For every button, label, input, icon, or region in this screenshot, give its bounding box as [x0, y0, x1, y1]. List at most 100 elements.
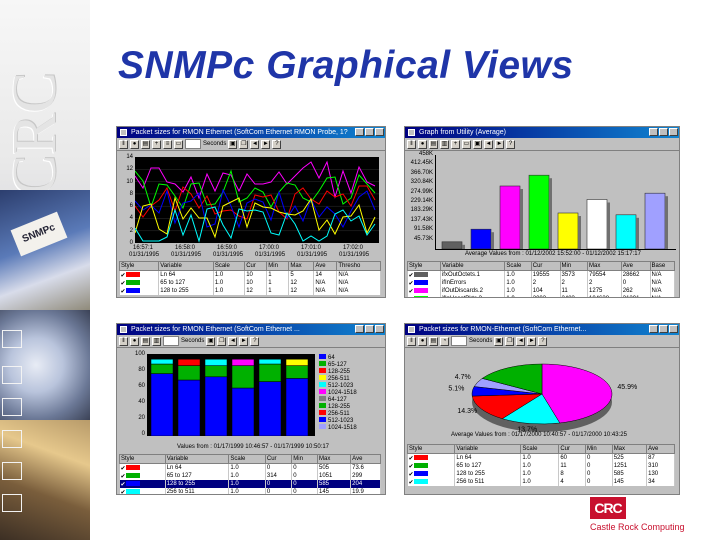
column-header[interactable]: Style [406, 444, 456, 454]
column-header[interactable]: Max [587, 261, 622, 271]
style-cell[interactable]: ✔ [119, 287, 160, 295]
column-header[interactable]: Min [585, 444, 613, 454]
checkmark-icon[interactable]: ✔ [408, 280, 414, 287]
record-icon[interactable]: ● [130, 336, 139, 346]
table-row[interactable]: ✔ 128 to 255 1.0 12 1 12 N/A N/A [119, 287, 381, 295]
style-cell[interactable]: ✔ [119, 472, 166, 480]
print-icon[interactable]: ▭ [462, 139, 471, 149]
column-header[interactable]: Variable [158, 261, 214, 271]
window-title-bar[interactable]: Packet sizes for RMON Ethernet (SoftCom … [117, 127, 385, 138]
style-cell[interactable]: ✔ [407, 462, 456, 470]
table-row[interactable]: ✔ 65 to 127 1.0 10 1 12 N/A N/A [119, 279, 381, 287]
forward-arrow-icon[interactable]: ► [527, 336, 537, 346]
table-row[interactable]: ✔ 128 to 255 1.0 0 0 585 204 [119, 480, 381, 488]
column-header[interactable]: Min [559, 261, 589, 271]
column-header[interactable]: Cur [558, 444, 587, 454]
checkmark-icon[interactable]: ✔ [120, 280, 126, 287]
copy-icon[interactable]: ❐ [217, 336, 227, 346]
checkmark-icon[interactable]: ✔ [120, 489, 126, 495]
checkmark-icon[interactable]: ✔ [408, 272, 414, 279]
column-header[interactable]: Scale [228, 454, 266, 464]
checkmark-icon[interactable]: ✔ [120, 473, 126, 480]
column-header[interactable]: Style [407, 261, 441, 271]
table-row[interactable]: ✔ ifInErrors 1.0 2 2 2 0 N/A [407, 279, 676, 287]
checkmark-icon[interactable]: ✔ [120, 272, 126, 279]
checkmark-icon[interactable]: ✔ [408, 463, 414, 470]
table-row[interactable]: ✔ 256 to 511 1.0 0 0 145 19.9 [119, 488, 381, 495]
column-header[interactable]: Ave [313, 261, 338, 271]
forward-arrow-icon[interactable]: ► [495, 139, 504, 149]
bar-graph-window[interactable]: Graph from Utility (Average) ‖ ● ▤ ▥ + ▭… [404, 126, 680, 298]
column-header[interactable]: Variable [164, 454, 230, 464]
pause-icon[interactable]: ‖ [119, 139, 128, 149]
maximize-button[interactable] [659, 325, 668, 333]
minimize-button[interactable] [355, 325, 364, 333]
column-header[interactable]: Scale [504, 261, 532, 271]
window-title-bar[interactable]: Graph from Utility (Average) [405, 127, 679, 138]
close-button[interactable] [375, 325, 384, 333]
style-cell[interactable]: ✔ [119, 279, 160, 287]
style-cell[interactable]: ✔ [119, 480, 166, 488]
poll-interval-field[interactable] [163, 336, 179, 346]
maximize-button[interactable] [659, 128, 668, 136]
checkmark-icon[interactable]: ✔ [120, 481, 126, 488]
save-icon[interactable]: ▣ [206, 336, 216, 346]
checkmark-icon[interactable]: ✔ [409, 297, 414, 298]
minimize-button[interactable] [649, 128, 658, 136]
table-row[interactable]: ✔ Ln 64 1.0 10 1 5 14 N/A [119, 270, 381, 279]
column-header[interactable]: Scale [212, 261, 246, 271]
pause-icon[interactable]: ‖ [119, 336, 128, 346]
table-row[interactable]: ✔ 65 to 127 1.0 11 0 1251 310 [407, 462, 675, 470]
checkmark-icon[interactable]: ✔ [408, 455, 414, 462]
table-row[interactable]: ✔ Ln 64 1.0 0 0 505 73.6 [119, 463, 381, 472]
bar-graph-icon[interactable]: ▥ [440, 139, 449, 149]
window-title-bar[interactable]: Packet sizes for RMON-Ethernet (SoftCom … [405, 324, 679, 335]
help-icon[interactable]: ? [506, 139, 515, 149]
checkmark-icon[interactable]: ✔ [120, 465, 126, 472]
print-icon[interactable]: ▭ [174, 139, 183, 149]
back-arrow-icon[interactable]: ◄ [228, 336, 238, 346]
column-header[interactable]: Ave [350, 454, 381, 464]
table-row[interactable]: ✔ ifInUcastPkts.31.02003248310463831201N/… [407, 295, 676, 298]
column-header[interactable]: Min [266, 261, 290, 271]
stacked-bar-window[interactable]: Packet sizes for RMON Ethernet (SoftCom … [116, 323, 386, 495]
style-cell[interactable]: ✔ [407, 270, 441, 279]
maximize-button[interactable] [365, 128, 374, 136]
graph-type-icon[interactable]: ▤ [429, 139, 438, 149]
column-header[interactable]: Style [118, 261, 160, 271]
checkmark-icon[interactable]: ✔ [408, 471, 414, 478]
pause-icon[interactable]: ‖ [407, 336, 416, 346]
close-button[interactable] [375, 128, 384, 136]
back-arrow-icon[interactable]: ◄ [484, 139, 493, 149]
graph-type-icon[interactable]: ▤ [429, 336, 438, 346]
window-title-bar[interactable]: Packet sizes for RMON Ethernet (SoftCom … [117, 324, 385, 335]
style-cell[interactable]: ✔ [407, 279, 441, 287]
column-header[interactable]: Max [288, 261, 315, 271]
record-icon[interactable]: ● [418, 139, 427, 149]
poll-interval-field[interactable] [185, 139, 201, 149]
style-cell[interactable]: ✔ [119, 463, 166, 472]
style-cell[interactable]: ✔ [119, 488, 166, 495]
copy-icon[interactable]: ❐ [239, 139, 249, 149]
forward-arrow-icon[interactable]: ► [239, 336, 249, 346]
help-icon[interactable]: ? [272, 139, 282, 149]
table-row[interactable]: ✔ 256 to 511 1.0 4 0 145 34 [407, 478, 675, 486]
column-header[interactable]: Cur [530, 261, 561, 271]
column-header[interactable]: Thresho [336, 261, 381, 271]
record-icon[interactable]: ● [130, 139, 139, 149]
back-arrow-icon[interactable]: ◄ [516, 336, 526, 346]
zoom-icon[interactable]: + [152, 139, 161, 149]
properties-icon[interactable]: ≡ [163, 139, 172, 149]
column-header[interactable]: Variable [439, 261, 506, 271]
minimize-button[interactable] [649, 325, 658, 333]
forward-arrow-icon[interactable]: ► [261, 139, 271, 149]
column-header[interactable]: Ave [646, 444, 675, 454]
save-icon[interactable]: ▣ [228, 139, 238, 149]
checkmark-icon[interactable]: ✔ [408, 288, 414, 295]
checkmark-icon[interactable]: ✔ [120, 288, 126, 295]
style-cell[interactable]: ✔ [119, 270, 160, 279]
maximize-button[interactable] [365, 325, 374, 333]
column-header[interactable]: Cur [244, 261, 268, 271]
column-header[interactable]: Max [316, 454, 352, 464]
table-row[interactable]: ✔ Ln 64 1.0 60 0 525 87 [407, 453, 675, 462]
